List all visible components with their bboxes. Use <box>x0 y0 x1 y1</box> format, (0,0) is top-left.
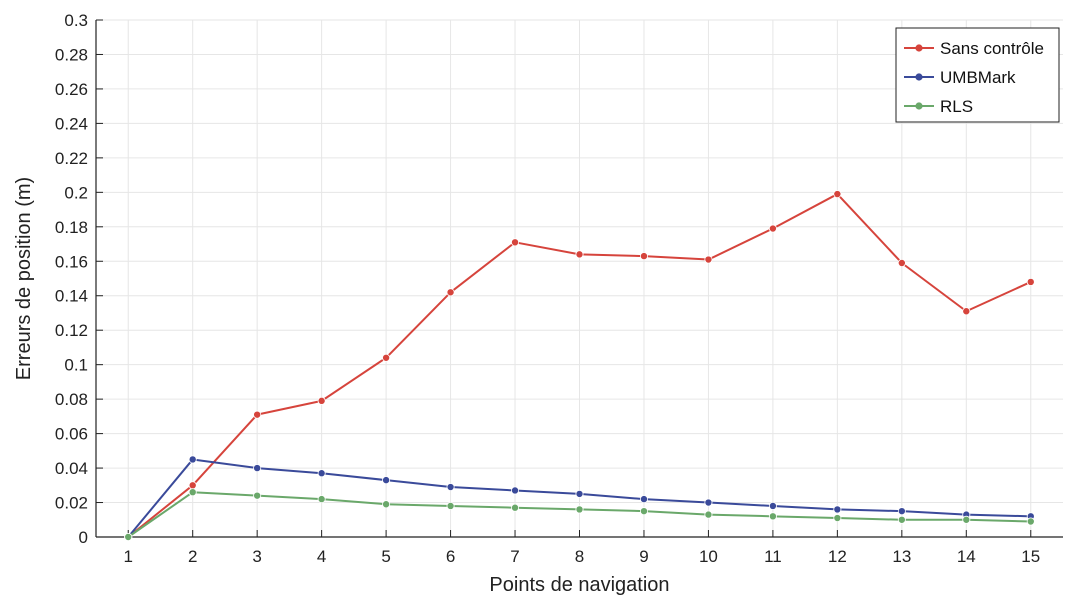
y-tick-label: 0.16 <box>55 252 88 271</box>
data-point <box>639 495 648 504</box>
data-point <box>897 258 906 267</box>
data-point <box>639 252 648 261</box>
x-tick-label: 7 <box>510 547 519 566</box>
legend-swatch-marker <box>915 44 923 52</box>
data-point <box>833 505 842 514</box>
data-point <box>575 505 584 514</box>
data-point <box>833 190 842 199</box>
data-point <box>382 476 391 485</box>
x-tick-label: 9 <box>639 547 648 566</box>
x-tick-label: 15 <box>1021 547 1040 566</box>
legend-swatch-marker <box>915 102 923 110</box>
data-point <box>704 498 713 507</box>
series-rls <box>124 488 1035 542</box>
x-tick-label: 4 <box>317 547 326 566</box>
data-point <box>1026 277 1035 286</box>
x-tick-label: 12 <box>828 547 847 566</box>
data-point <box>317 396 326 405</box>
x-axis-title: Points de navigation <box>489 574 669 596</box>
data-point <box>382 500 391 509</box>
y-tick-label: 0.14 <box>55 287 88 306</box>
x-tick-label: 11 <box>764 547 782 566</box>
data-point <box>639 507 648 516</box>
data-point <box>962 515 971 524</box>
legend-label: RLS <box>940 97 973 116</box>
data-point <box>382 353 391 362</box>
series-sans-contr-le <box>124 190 1035 542</box>
series-group <box>124 190 1035 542</box>
y-tick-label: 0.22 <box>55 149 88 168</box>
data-point <box>253 491 262 500</box>
data-point <box>768 224 777 233</box>
y-axis-title: Erreurs de position (m) <box>13 177 35 380</box>
y-tick-label: 0.12 <box>55 321 88 340</box>
y-tick-label: 0.06 <box>55 425 88 444</box>
x-tick-label: 6 <box>446 547 455 566</box>
y-tick-label: 0 <box>79 528 88 547</box>
data-point <box>446 288 455 297</box>
x-tick-label: 10 <box>699 547 718 566</box>
series-umbmark <box>124 455 1035 542</box>
data-point <box>897 515 906 524</box>
data-point <box>253 410 262 419</box>
y-tick-label: 0.04 <box>55 459 88 478</box>
data-point <box>188 488 197 497</box>
legend-label: UMBMark <box>940 68 1016 87</box>
data-point <box>768 501 777 510</box>
data-point <box>253 464 262 473</box>
x-tick-label: 14 <box>957 547 976 566</box>
data-point <box>511 238 520 247</box>
y-tick-label: 0.18 <box>55 218 88 237</box>
x-tick-label: 8 <box>575 547 584 566</box>
data-point <box>897 507 906 516</box>
axes: 0 0.02 0.04 0.06 0.08 0.1 0.12 0.14 0.16 0.18 0.2 0… <box>55 11 1063 566</box>
legend-swatch-marker <box>915 73 923 81</box>
y-tick-label: 0.08 <box>55 390 88 409</box>
data-point <box>704 255 713 264</box>
data-point <box>704 510 713 519</box>
data-point <box>446 501 455 510</box>
data-point <box>511 503 520 512</box>
y-tick-label: 0.2 <box>64 183 88 202</box>
y-tick-label: 0.3 <box>64 11 88 30</box>
data-point <box>188 455 197 464</box>
data-point <box>511 486 520 495</box>
data-point <box>575 250 584 259</box>
x-tick-label: 3 <box>252 547 261 566</box>
x-tick-label: 1 <box>123 547 132 566</box>
y-tick-label: 0.26 <box>55 80 88 99</box>
data-point <box>124 533 133 542</box>
data-point <box>317 469 326 478</box>
data-point <box>188 481 197 490</box>
legend: Sans contrôle UMBMark RLS <box>895 27 1060 123</box>
y-tick-label: 0.02 <box>55 494 88 513</box>
y-tick-label: 0.24 <box>55 114 88 133</box>
data-point <box>317 495 326 504</box>
y-tick-label: 0.1 <box>64 356 88 375</box>
data-point <box>1026 517 1035 526</box>
data-point <box>446 483 455 492</box>
data-point <box>768 512 777 521</box>
x-tick-label: 5 <box>381 547 390 566</box>
data-point <box>833 514 842 523</box>
data-point <box>962 307 971 316</box>
legend-label: Sans contrôle <box>940 39 1044 58</box>
y-tick-label: 0.28 <box>55 45 88 64</box>
data-point <box>575 489 584 498</box>
x-tick-label: 13 <box>892 547 911 566</box>
x-tick-label: 2 <box>188 547 197 566</box>
